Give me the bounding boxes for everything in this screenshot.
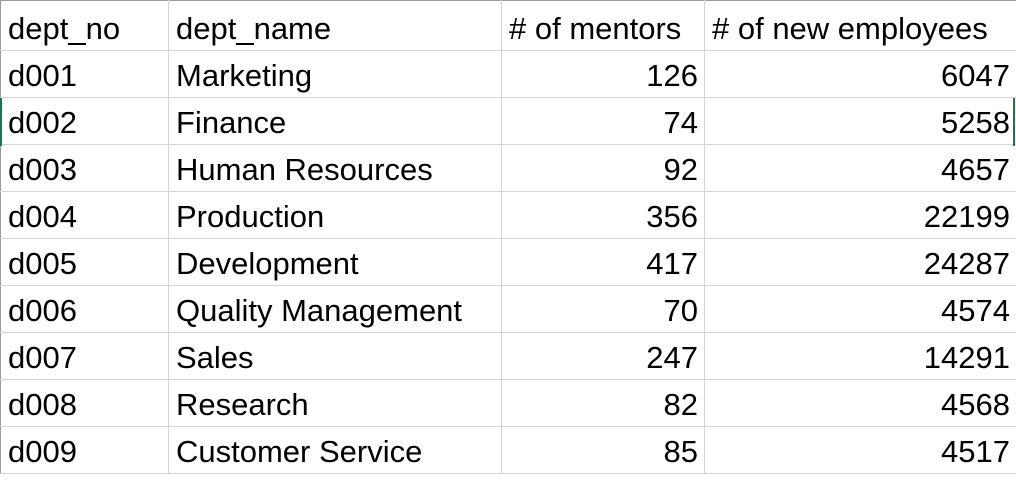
cell-dept-name[interactable]: Finance	[168, 97, 502, 145]
cell-dept-name[interactable]: Marketing	[168, 50, 502, 98]
table-row: d005 Development 417 24287	[0, 238, 1016, 286]
cell-dept-no[interactable]: d007	[0, 332, 169, 380]
cell-new-employees[interactable]: 24287	[704, 238, 1016, 286]
cell-dept-no[interactable]: d005	[0, 238, 169, 286]
cell-dept-name[interactable]: Production	[168, 191, 502, 239]
cell-mentors[interactable]: 356	[501, 191, 705, 239]
table-row: d003 Human Resources 92 4657	[0, 144, 1016, 192]
cell-dept-no[interactable]: d002	[0, 97, 169, 145]
cell-dept-name[interactable]: Quality Management	[168, 285, 502, 333]
table-row: d008 Research 82 4568	[0, 379, 1016, 427]
cell-mentors[interactable]: 82	[501, 379, 705, 427]
cell-dept-name[interactable]: Customer Service	[168, 426, 502, 474]
table-row: d002 Finance 74 5258	[0, 97, 1016, 145]
cell-dept-no[interactable]: d006	[0, 285, 169, 333]
cell-mentors[interactable]: 417	[501, 238, 705, 286]
cell-dept-no[interactable]: d003	[0, 144, 169, 192]
cell-dept-no[interactable]: d008	[0, 379, 169, 427]
header-row: dept_no dept_name # of mentors # of new …	[0, 0, 1016, 51]
table-row: d004 Production 356 22199	[0, 191, 1016, 239]
cell-dept-no[interactable]: d009	[0, 426, 169, 474]
cell-dept-name[interactable]: Research	[168, 379, 502, 427]
header-cell-dept-no[interactable]: dept_no	[0, 0, 169, 51]
cell-dept-name[interactable]: Development	[168, 238, 502, 286]
cell-new-employees[interactable]: 4657	[704, 144, 1016, 192]
cell-new-employees[interactable]: 4574	[704, 285, 1016, 333]
cell-new-employees[interactable]: 6047	[704, 50, 1016, 98]
cell-mentors[interactable]: 126	[501, 50, 705, 98]
cell-mentors[interactable]: 74	[501, 97, 705, 145]
header-cell-dept-name[interactable]: dept_name	[168, 0, 502, 51]
cell-mentors[interactable]: 70	[501, 285, 705, 333]
table-row: d007 Sales 247 14291	[0, 332, 1016, 380]
cell-mentors[interactable]: 92	[501, 144, 705, 192]
cell-new-employees[interactable]: 14291	[704, 332, 1016, 380]
selection-edge-left	[0, 98, 2, 146]
table-row: d009 Customer Service 85 4517	[0, 426, 1016, 474]
cell-mentors[interactable]: 247	[501, 332, 705, 380]
selection-edge-right	[1013, 98, 1015, 146]
cell-new-employees[interactable]: 4568	[704, 379, 1016, 427]
cell-new-employees[interactable]: 22199	[704, 191, 1016, 239]
cell-new-employees[interactable]: 5258	[704, 97, 1016, 145]
table-row: d006 Quality Management 70 4574	[0, 285, 1016, 333]
header-cell-mentors[interactable]: # of mentors	[501, 0, 705, 51]
cell-dept-name[interactable]: Human Resources	[168, 144, 502, 192]
cell-new-employees[interactable]: 4517	[704, 426, 1016, 474]
cell-mentors[interactable]: 85	[501, 426, 705, 474]
cell-dept-no[interactable]: d004	[0, 191, 169, 239]
cell-dept-name[interactable]: Sales	[168, 332, 502, 380]
cell-dept-no[interactable]: d001	[0, 50, 169, 98]
table-row: d001 Marketing 126 6047	[0, 50, 1016, 98]
header-cell-new-employees[interactable]: # of new employees	[704, 0, 1016, 51]
